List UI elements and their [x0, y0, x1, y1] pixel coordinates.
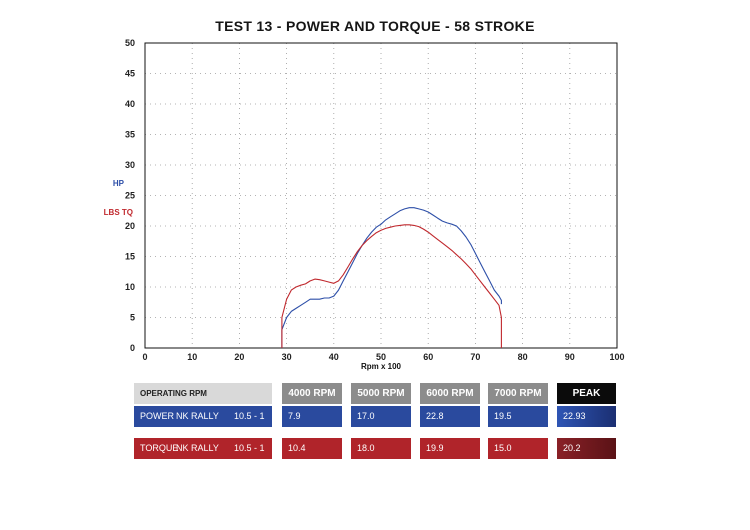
header-rpm-4000: 4000 RPM — [282, 383, 342, 404]
series-line-hp — [281, 207, 502, 348]
torque-value-7000: 15.0 — [488, 438, 548, 459]
x-tick-label: 40 — [329, 352, 339, 362]
y-tick-label: 5 — [130, 313, 135, 323]
y-tick-label: 25 — [125, 191, 135, 201]
y-tick-label: 35 — [125, 130, 135, 140]
chart-area: 0 10 20 30 40 50 60 70 80 90 100 0 5 10 15 20 25 30 35 40 45… — [104, 38, 625, 371]
y-tick-label: 50 — [125, 38, 135, 48]
torque-label: TORQUE — [140, 443, 179, 453]
power-label: POWER — [140, 411, 175, 421]
y-tick-label: 0 — [130, 343, 135, 353]
power-value-5000: 17.0 — [351, 406, 411, 427]
torque-peak-value: 20.2 — [557, 438, 616, 459]
y-tick-label: 30 — [125, 160, 135, 170]
header-rpm-5000: 5000 RPM — [351, 383, 411, 404]
power-ratio: 10.5 - 1 — [234, 411, 265, 421]
y-axis-label-hp: HP — [113, 179, 125, 188]
x-tick-label: 100 — [609, 352, 624, 362]
power-value-4000: 7.9 — [282, 406, 342, 427]
y-axis-label-tq: LBS TQ — [104, 208, 133, 217]
y-tick-label: 45 — [125, 69, 135, 79]
power-engine: NK RALLY — [176, 411, 219, 421]
x-tick-label: 80 — [518, 352, 528, 362]
torque-row-label: TORQUENK RALLY 10.5 - 1 — [134, 438, 272, 459]
x-tick-label: 60 — [423, 352, 433, 362]
x-tick-label: 90 — [565, 352, 575, 362]
series-lines — [281, 207, 502, 348]
header-rpm-6000: 6000 RPM — [420, 383, 480, 404]
y-tick-label: 20 — [125, 221, 135, 231]
header-operating-rpm: OPERATING RPM — [134, 383, 272, 404]
chart-title: TEST 13 - POWER AND TORQUE - 58 STROKE — [215, 18, 535, 34]
x-axis-label: Rpm x 100 — [361, 362, 402, 371]
x-tick-label: 70 — [470, 352, 480, 362]
plot-frame — [144, 42, 618, 349]
power-row-label: POWER NK RALLY 10.5 - 1 — [134, 406, 272, 427]
header-rpm-7000: 7000 RPM — [488, 383, 548, 404]
tick-labels: 0 10 20 30 40 50 60 70 80 90 100 0 5 10 15 20 25 30 35 40 45… — [125, 38, 625, 362]
x-tick-label: 30 — [282, 352, 292, 362]
x-tick-label: 10 — [187, 352, 197, 362]
torque-ratio: 10.5 - 1 — [234, 443, 265, 453]
y-tick-label: 15 — [125, 252, 135, 262]
x-tick-label: 20 — [234, 352, 244, 362]
series-line-torque — [281, 224, 502, 348]
power-value-7000: 19.5 — [488, 406, 548, 427]
torque-value-4000: 10.4 — [282, 438, 342, 459]
y-tick-label: 10 — [125, 282, 135, 292]
x-tick-label: 0 — [142, 352, 147, 362]
x-tick-label: 50 — [376, 352, 386, 362]
torque-engine: NK RALLY — [176, 443, 219, 453]
torque-value-6000: 19.9 — [420, 438, 480, 459]
header-peak: PEAK — [557, 383, 616, 404]
torque-value-5000: 18.0 — [351, 438, 411, 459]
power-peak-value: 22.93 — [557, 406, 616, 427]
power-value-6000: 22.8 — [420, 406, 480, 427]
y-tick-label: 40 — [125, 99, 135, 109]
grid-lines — [145, 43, 617, 348]
